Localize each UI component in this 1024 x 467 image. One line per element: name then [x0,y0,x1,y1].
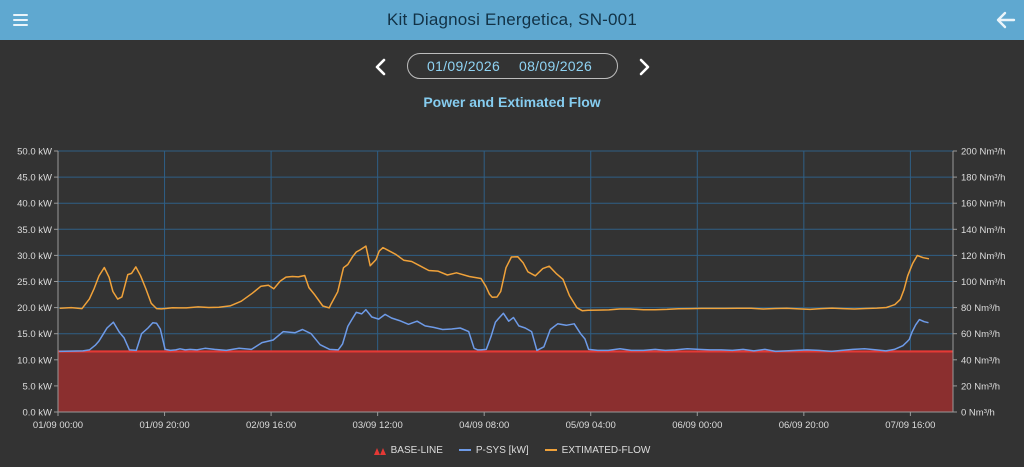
y-right-tick-label: 80 Nm³/h [961,303,1000,314]
y-left-tick-label: 40.0 kW [17,199,52,210]
baseline-area [58,351,953,412]
legend-item-baseline[interactable]: BASE-LINE [373,444,443,456]
start-date[interactable]: 01/09/2026 [427,58,501,74]
chart-legend: BASE-LINE P-SYS [kW] EXTIMATED-FLOW [0,442,1024,458]
line-swatch-icon [458,449,471,451]
y-right-tick-label: 0 Nm³/h [961,408,995,419]
y-left-tick-label: 10.0 kW [17,355,52,366]
x-tick-label: 01/09 20:00 [139,420,189,431]
y-left-tick-label: 45.0 kW [17,173,52,184]
x-tick-label: 06/09 00:00 [672,420,722,431]
x-tick-label: 04/09 08:00 [459,420,509,431]
line-swatch-icon [544,449,557,451]
app-header: Kit Diagnosi Energetica, SN-001 [0,0,1024,40]
y-left-tick-label: 30.0 kW [17,251,52,262]
y-right-tick-label: 160 Nm³/h [961,199,1005,210]
menu-icon[interactable] [11,11,31,29]
y-right-tick-label: 200 Nm³/h [961,147,1005,158]
y-left-tick-label: 5.0 kW [22,381,52,392]
x-tick-label: 02/09 16:00 [246,420,296,431]
y-right-tick-label: 60 Nm³/h [961,329,1000,340]
chevron-right-icon[interactable] [634,56,654,78]
y-left-tick-label: 35.0 kW [17,225,52,236]
y-left-tick-label: 50.0 kW [17,147,52,158]
y-right-tick-label: 40 Nm³/h [961,355,1000,366]
y-right-tick-label: 180 Nm³/h [961,173,1005,184]
y-right-tick-label: 120 Nm³/h [961,251,1005,262]
y-left-tick-label: 15.0 kW [17,329,52,340]
x-tick-label: 06/09 20:00 [779,420,829,431]
chart-title: Power and Extimated Flow [423,94,601,110]
page-title: Kit Diagnosi Energetica, SN-001 [387,10,637,29]
y-right-tick-label: 140 Nm³/h [961,225,1005,236]
x-tick-label: 07/09 16:00 [885,420,935,431]
legend-item-flow[interactable]: EXTIMATED-FLOW [544,444,651,456]
area-chart-icon [373,448,386,455]
chart-lines [58,245,953,353]
y-right-tick-label: 100 Nm³/h [961,277,1005,288]
arrow-left-icon[interactable] [994,8,1018,32]
legend-item-psys[interactable]: P-SYS [kW] [458,444,529,456]
chart-axes: 0.0 kW 5.0 kW 10.0 kW 15.0 kW 20.0 kW 25.0 kW… [17,147,1005,432]
x-tick-label: 03/09 12:00 [353,420,403,431]
end-date[interactable]: 08/09/2026 [519,58,593,74]
chevron-left-icon[interactable] [371,56,391,78]
y-left-tick-label: 0.0 kW [22,408,52,419]
x-tick-label: 05/09 04:00 [566,420,616,431]
psys-series-line [59,308,929,353]
legend-label-psys: P-SYS [kW] [475,444,529,456]
legend-label-flow: EXTIMATED-FLOW [561,444,651,456]
power-flow-chart: 0.0 kW 5.0 kW 10.0 kW 15.0 kW 20.0 kW 25.0 kW… [17,147,1005,432]
y-left-tick-label: 20.0 kW [17,303,52,314]
date-range-picker[interactable]: 01/09/2026 08/09/2026 [407,53,618,79]
chart-areas [58,351,953,412]
y-left-tick-label: 25.0 kW [17,277,52,288]
y-right-tick-label: 20 Nm³/h [961,381,1000,392]
legend-label-baseline: BASE-LINE [390,444,443,456]
x-tick-label: 01/09 00:00 [33,420,83,431]
flow-series-line [59,245,930,312]
